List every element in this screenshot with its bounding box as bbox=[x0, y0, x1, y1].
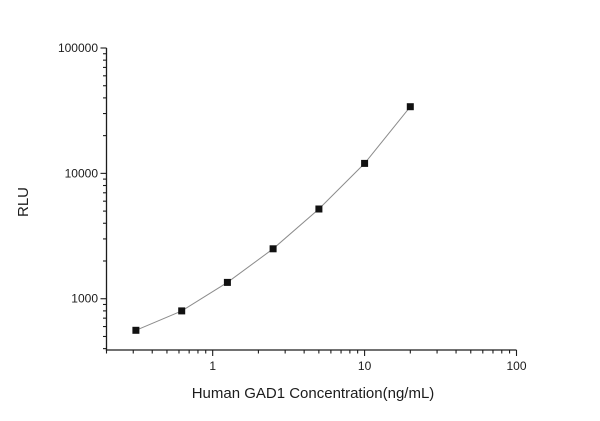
x-tick-label: 10 bbox=[358, 359, 372, 373]
y-tick-label: 10000 bbox=[65, 166, 99, 180]
y-tick-label: 100000 bbox=[58, 41, 98, 55]
data-point-marker bbox=[315, 205, 323, 213]
axes bbox=[105, 48, 517, 351]
x-tick-label: 100 bbox=[506, 359, 526, 373]
y-axis-title: RLU bbox=[15, 187, 32, 217]
x-tick-label: 1 bbox=[209, 359, 216, 373]
axis-ticks bbox=[100, 47, 518, 356]
data-point-marker bbox=[132, 326, 140, 334]
data-point-marker bbox=[223, 278, 231, 286]
x-axis-title: Human GAD1 Concentration(ng/mL) bbox=[192, 385, 435, 402]
y-tick-label: 1000 bbox=[71, 292, 98, 306]
axis-tick-labels: 1 10 100 1000 10000 100000 bbox=[58, 41, 527, 373]
data-point-marker bbox=[361, 159, 369, 167]
data-series bbox=[132, 103, 414, 334]
series-line bbox=[135, 106, 411, 331]
data-point-marker bbox=[406, 103, 414, 111]
data-point-marker bbox=[178, 307, 186, 315]
data-point-marker bbox=[269, 245, 277, 253]
